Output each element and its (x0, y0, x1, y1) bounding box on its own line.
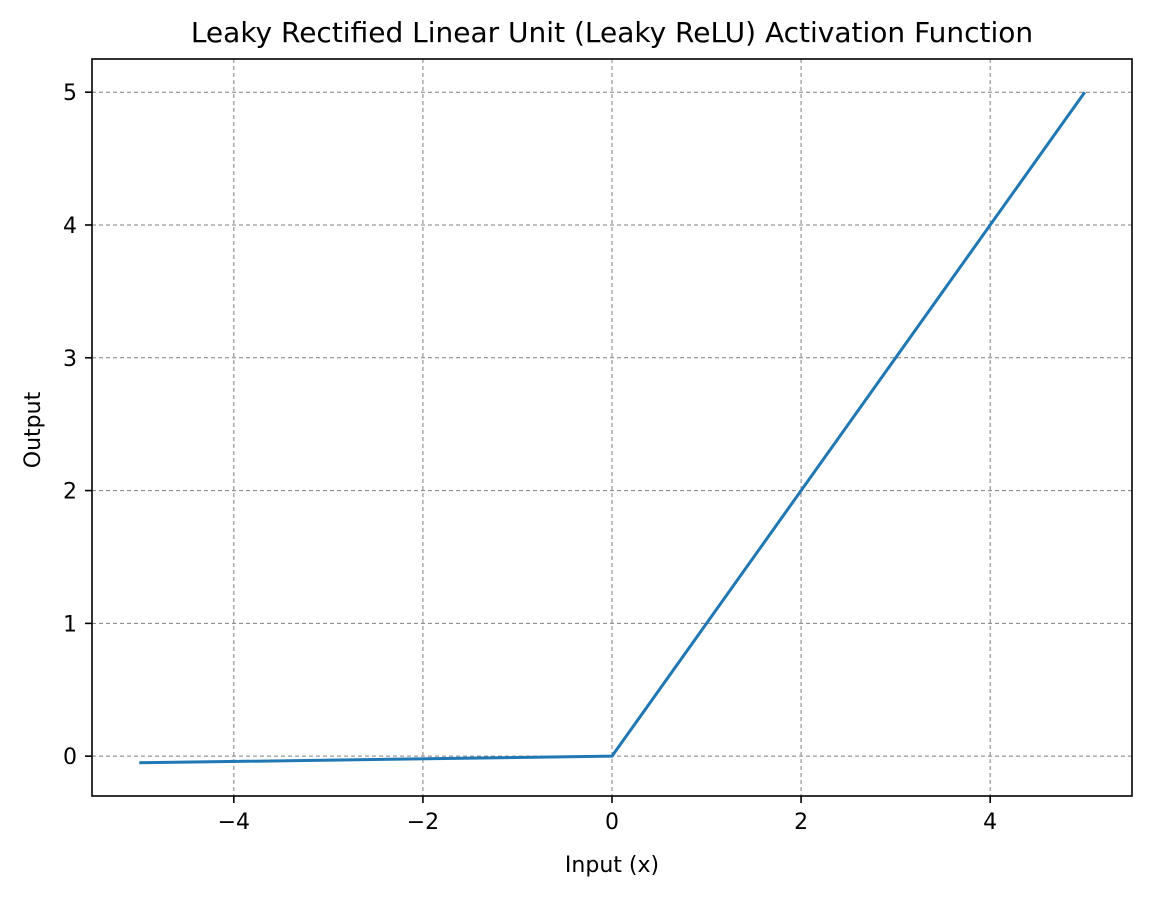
y-tick-label: 2 (63, 480, 77, 505)
y-tick-label: 1 (63, 612, 77, 637)
y-tick-label: 5 (63, 81, 77, 106)
series-layer (139, 91, 1086, 765)
x-tick-label: 0 (605, 810, 619, 835)
x-axis-label: Input (x) (565, 853, 659, 878)
series-line-0 (139, 91, 1086, 765)
x-tick-label: 4 (983, 810, 997, 835)
x-tick-label: 2 (794, 810, 808, 835)
y-tick-label: 4 (63, 214, 77, 239)
tick-layer: −4 −2 0 2 4 0 1 2 3 4 5 (63, 81, 997, 835)
grid-layer (92, 59, 1132, 796)
x-tick-label: −4 (218, 810, 250, 835)
chart-title: Leaky Rectified Linear Unit (Leaky ReLU)… (191, 16, 1033, 49)
y-tick-label: 0 (63, 745, 77, 770)
y-tick-label: 3 (63, 347, 77, 372)
y-axis-label: Output (21, 391, 46, 468)
x-tick-label: −2 (407, 810, 439, 835)
